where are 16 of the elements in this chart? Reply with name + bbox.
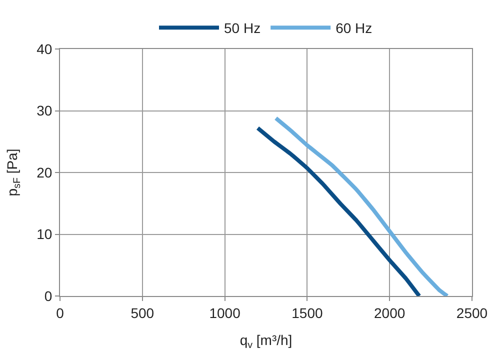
x-tick-label: 2500 [456, 304, 488, 321]
x-tick-label: 2000 [374, 304, 406, 321]
x-tick-label: 1500 [292, 304, 323, 321]
line-series [256, 126, 422, 296]
y-tick-label: 20 [36, 164, 52, 180]
x-tick-label: 500 [130, 304, 154, 321]
y-tick-label: 10 [36, 226, 52, 242]
y-tick-label: 40 [36, 40, 52, 57]
line-series [274, 116, 450, 296]
x-tick-label: 0 [56, 304, 64, 321]
legend-label: 50 Hz [224, 20, 261, 36]
x-tick-label: 1000 [209, 304, 241, 321]
legend-label: 60 Hz [336, 20, 372, 36]
x-axis-title: q$_{v}$ [m³/h] [240, 332, 292, 352]
y-tick-label: 0 [44, 288, 52, 304]
y-tick-label: 30 [36, 102, 52, 119]
